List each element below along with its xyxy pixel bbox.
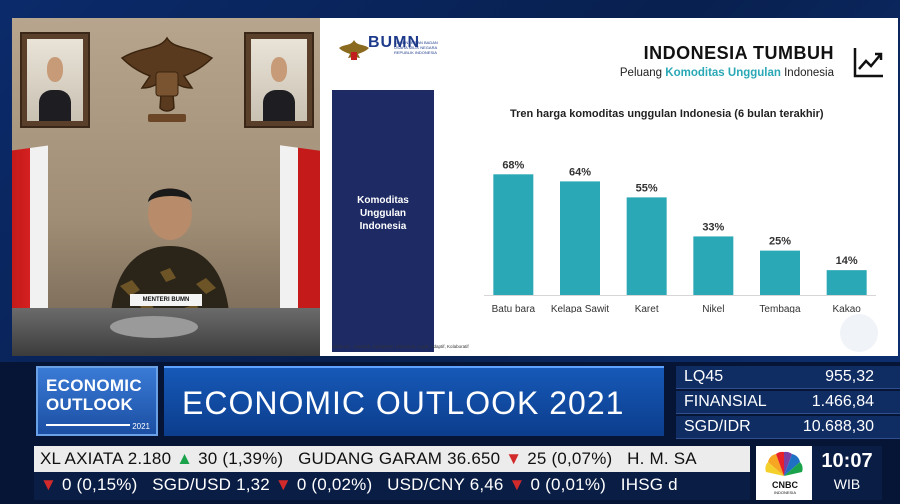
arrow-up-icon: ▲ (176, 449, 194, 468)
clock-time: 10:07 (821, 450, 873, 472)
bar-value-label: 55% (636, 182, 658, 194)
ticker-stock-change: 25 (0,07%) (527, 449, 613, 468)
presentation-slide: BUMN KEMENTERIAN BADAN USAHA MILIK NEGAR… (320, 18, 898, 356)
quote-row: SGD/IDR 10.688,30 (676, 416, 900, 439)
headline-text: ECONOMIC OUTLOOK 2021 (182, 385, 625, 421)
quote-value: 10.688,30 (802, 418, 874, 435)
speaker-figure (110, 188, 230, 326)
category-label: Tembaga (759, 304, 801, 313)
bar-karet (626, 197, 667, 295)
side-label-line-3: Indonesia (359, 221, 407, 232)
bar-kakao (826, 270, 867, 295)
quote-value: 1.466,84 (811, 393, 874, 410)
bumn-logo-subtitle: KEMENTERIAN BADAN USAHA MILIK NEGARA REP… (394, 40, 438, 55)
bar-value-label: 33% (702, 221, 724, 233)
chart-title: Tren harga komoditas unggulan Indonesia … (510, 108, 824, 120)
subtitle-prefix: Peluang (619, 67, 666, 79)
bar-value-label: 68% (502, 159, 524, 171)
quote-value: 955,32 (825, 368, 874, 385)
headline-bar: ECONOMIC OUTLOOK 2021 (164, 366, 664, 436)
ticker-stock-price: 36.650 (447, 449, 501, 468)
cnbc-peacock-icon (765, 451, 803, 476)
program-logo-year: 2021 (132, 422, 150, 431)
stock-ticker-top: XL AXIATA 2.180 ▲ 30 (1,39%) GUDANG GARA… (34, 446, 750, 472)
ticker-content: XL AXIATA 2.180 ▲ 30 (1,39%) GUDANG GARA… (40, 449, 697, 469)
arrow-down-icon: ▼ (505, 449, 523, 468)
clock-timezone: WIB (833, 476, 861, 492)
category-label: Batu bara (492, 304, 536, 313)
bar-value-label: 25% (769, 236, 791, 248)
portrait-frame-left (20, 32, 90, 128)
subtitle-suffix: Indonesia (780, 67, 834, 79)
video-feed: MENTERI BUMN (12, 18, 320, 356)
bar-chart: 68% Batu bara 64% Kelapa Sawit 55% Karet 33% Ni… (492, 159, 867, 313)
ticker-stock-name: SGD/USD (152, 475, 232, 494)
bar-nikel (693, 236, 734, 295)
arrow-down-icon: ▼ (508, 475, 526, 494)
ticker-stock-price: 6,46 (469, 475, 504, 494)
program-logo: ECONOMIC OUTLOOK 2021 (36, 366, 158, 436)
quote-row: FINANSIAL 1.466,84 (676, 391, 900, 414)
trend-up-icon (853, 48, 883, 78)
cnbc-wordmark: CNBC (772, 480, 798, 490)
ticker-stock-name: USD/CNY (387, 475, 465, 494)
ticker-content: ▼ 0 (0,15%) SGD/USD 1,32 ▼ 0 (0,02%) USD… (40, 475, 678, 495)
quote-name: SGD/IDR (684, 418, 751, 435)
nameplate: MENTERI BUMN (130, 294, 202, 306)
ticker-stock-name: XL AXIATA (40, 449, 123, 468)
broadcaster-block: CNBC INDONESIA 10:07 WIB (756, 446, 882, 500)
slide-subtitle: Peluang Komoditas Unggulan Indonesia (620, 67, 834, 79)
bar-value-label: 64% (569, 166, 591, 178)
program-logo-underline (46, 424, 130, 426)
program-logo-line-1: ECONOMIC (46, 376, 142, 395)
arrow-down-icon: ▼ (274, 475, 292, 494)
arrow-down-icon: ▼ (40, 475, 58, 494)
ticker-stock-name: GUDANG GARAM (298, 449, 443, 468)
market-quotes: LQ45 955,32 FINANSIAL 1.466,84 SGD/IDR 1… (676, 366, 900, 440)
desk-stand (110, 316, 198, 338)
cnbc-subtitle: INDONESIA (773, 490, 796, 495)
ticker-stock-name: IHSG d (620, 475, 678, 494)
bar-value-label: 14% (836, 255, 858, 267)
garuda-emblem-icon (120, 36, 214, 122)
program-logo-line-2: OUTLOOK (46, 395, 134, 414)
ticker-stock-price: 2.180 (127, 449, 172, 468)
quote-name: LQ45 (684, 368, 724, 385)
category-label: Karet (635, 304, 659, 313)
side-panel-label: Komoditas Unggulan Indonesia (332, 194, 434, 233)
ticker-stock-change: 0 (0,01%) (530, 475, 607, 494)
side-label-line-2: Unggulan (359, 208, 407, 219)
side-panel: Komoditas Unggulan Indonesia (332, 90, 434, 352)
garuda-logo-icon (339, 40, 369, 60)
flag-right (280, 145, 320, 321)
bar-batu-bara (493, 174, 534, 295)
ticker-stock-price: 1,32 (236, 475, 270, 494)
bar-tembaga (760, 250, 800, 295)
stock-ticker-bottom: ▼ 0 (0,15%) SGD/USD 1,32 ▼ 0 (0,02%) USD… (34, 472, 750, 500)
bar-kelapa-sawit (560, 181, 600, 295)
portrait-frame-right (244, 32, 314, 128)
ticker-stock-name: H. M. SA (627, 449, 697, 468)
side-label-line-1: Komoditas (357, 195, 409, 206)
category-label: Kelapa Sawit (551, 304, 610, 313)
ticker-stock-change: 0 (0,15%) (61, 475, 138, 494)
category-label: Nikel (702, 304, 724, 313)
subtitle-highlight: Komoditas Unggulan (665, 67, 781, 79)
clock: 10:07 WIB (812, 446, 882, 500)
quote-row: LQ45 955,32 (676, 366, 900, 389)
slide-title: INDONESIA TUMBUH (643, 43, 834, 63)
category-label: Kakao (832, 304, 861, 313)
bumn-logo-text: BUMN (368, 34, 420, 51)
flag-left (12, 145, 48, 321)
ticker-stock-change: 0 (0,02%) (296, 475, 373, 494)
ticker-stock-change: 30 (1,39%) (198, 449, 284, 468)
chart-baseline (484, 295, 876, 296)
slide-footer: AKHLAK - Amanah, Kompeten, Harmonis, Loy… (332, 344, 469, 349)
quote-name: FINANSIAL (684, 393, 767, 410)
watermark-logo (840, 314, 878, 352)
